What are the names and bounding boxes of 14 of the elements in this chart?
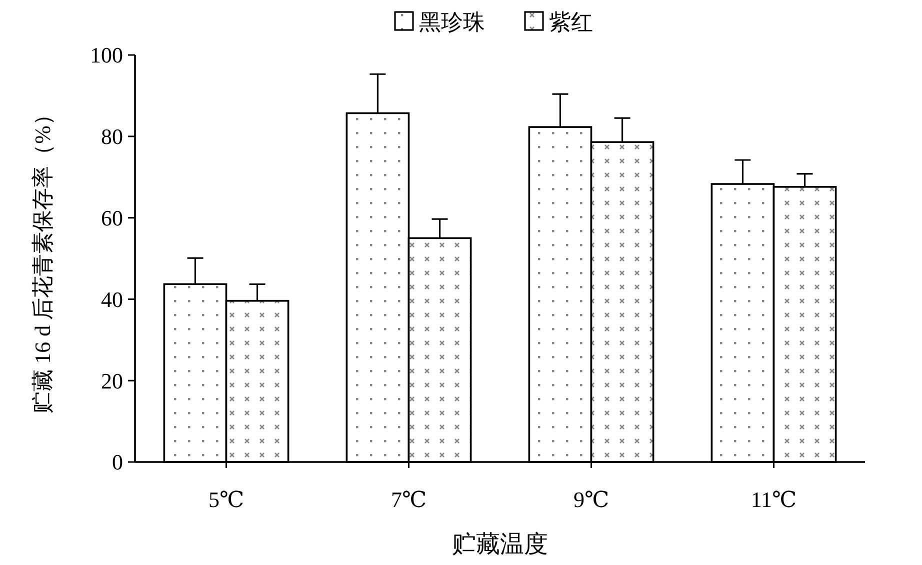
y-tick-label: 20	[101, 368, 123, 394]
x-tick-label: 5℃	[208, 487, 244, 512]
y-tick-label: 40	[101, 286, 123, 312]
x-tick-label: 11℃	[750, 487, 797, 512]
y-tick-label: 60	[101, 206, 123, 230]
legend-label: 紫红	[549, 10, 593, 35]
y-tick-label: 100	[90, 42, 123, 68]
y-axis-title: 贮藏 16 d 后花青素保存率（%）	[30, 104, 55, 414]
x-tick-label: 7℃	[390, 487, 427, 512]
x-tick-label: 9℃	[573, 487, 610, 512]
y-tick-label: 80	[101, 124, 123, 150]
legend-label: 黑珍珠	[419, 10, 485, 35]
x-axis-title: 贮藏温度	[452, 531, 548, 558]
y-tick-label: 0	[112, 450, 123, 475]
